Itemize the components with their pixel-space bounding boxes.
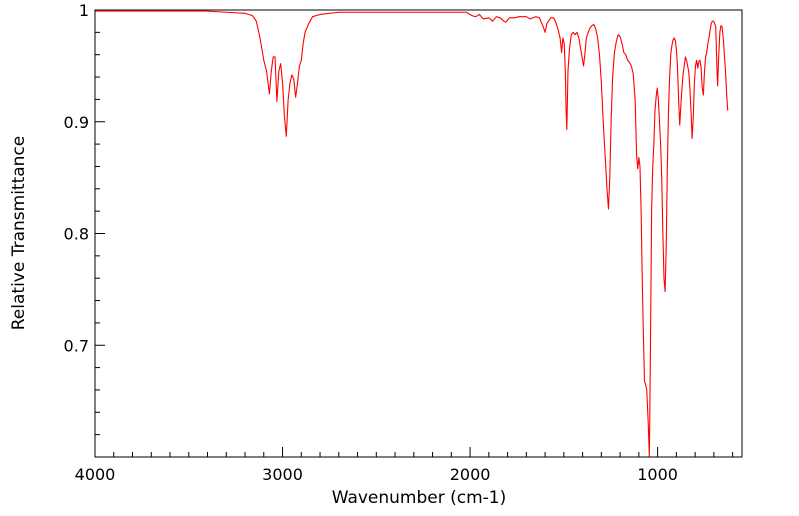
minor-ticks <box>95 31 734 457</box>
tick-labels: 4000 3000 2000 1000 1 0.9 0.8 0.7 <box>64 1 678 484</box>
spectrum-series-line <box>95 10 729 458</box>
y-axis-title: Relative Transmittance <box>9 136 29 331</box>
x-tick-label: 2000 <box>450 465 491 484</box>
y-tick-label: 1 <box>79 1 89 20</box>
y-tick-label: 0.9 <box>64 113 89 132</box>
plot-frame <box>94 9 743 458</box>
x-tick-label: 4000 <box>75 465 116 484</box>
x-axis-title: Wavenumber (cm-1) <box>332 488 507 508</box>
x-tick-label: 1000 <box>637 465 678 484</box>
y-tick-label: 0.7 <box>64 336 89 355</box>
x-tick-label: 3000 <box>262 465 303 484</box>
y-tick-label: 0.8 <box>64 225 89 244</box>
